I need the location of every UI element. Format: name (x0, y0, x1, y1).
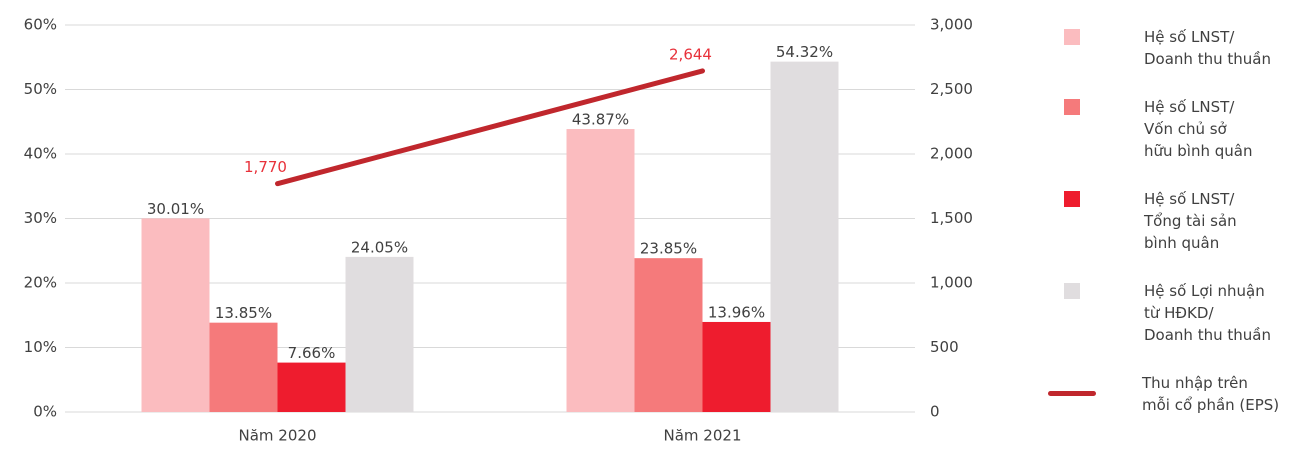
legend-label: Hệ số LNST/ Tổng tài sản bình quân (1144, 190, 1237, 252)
y2-tick-label: 2,000 (930, 145, 973, 163)
data-label: 43.87% (572, 111, 629, 129)
legend-item: Hệ số LNST/ Doanh thu thuần (1046, 26, 1316, 70)
legend-label: Hệ số LNST/ Vốn chủ sở hữu bình quân (1144, 98, 1253, 160)
y-tick-label: 0% (33, 403, 57, 421)
legend-item: Hệ số Lợi nhuận từ HĐKD/ Doanh thu thuần (1046, 280, 1316, 346)
y-tick-label: 30% (24, 209, 57, 227)
legend-label: Thu nhập trên mỗi cổ phần (EPS) (1142, 374, 1280, 414)
data-label: 13.96% (708, 303, 765, 321)
y-tick-label: 50% (24, 80, 57, 98)
legend-marker (1048, 391, 1096, 396)
bar (141, 218, 210, 412)
y2-tick-label: 500 (930, 338, 959, 356)
data-label: 23.85% (640, 240, 697, 258)
legend-label: Hệ số LNST/ Doanh thu thuần (1144, 28, 1271, 68)
x-tick-label: Năm 2020 (239, 427, 317, 445)
legend-item: Hệ số LNST/ Tổng tài sản bình quân (1046, 188, 1316, 254)
legend-marker (1064, 29, 1080, 45)
legend-marker (1064, 283, 1080, 299)
bar (702, 321, 771, 412)
y-tick-label: 40% (24, 145, 57, 163)
y2-tick-label: 1,500 (930, 209, 973, 227)
legend-label: Hệ số Lợi nhuận từ HĐKD/ Doanh thu thuần (1144, 282, 1271, 344)
line-label: 2,644 (669, 45, 712, 63)
x-tick-label: Năm 2021 (664, 427, 742, 445)
data-label: 7.66% (288, 344, 336, 362)
y-tick-label: 10% (24, 338, 57, 356)
legend: Hệ số LNST/ Doanh thu thuần Hệ số LNST/ V… (1046, 26, 1316, 416)
legend-marker (1064, 191, 1080, 207)
y2-tick-label: 0 (930, 403, 940, 421)
legend-marker (1064, 99, 1080, 115)
bar (209, 322, 278, 412)
y2-tick-label: 3,000 (930, 16, 973, 34)
y2-tick-label: 2,500 (930, 80, 973, 98)
bar (566, 129, 635, 412)
legend-item: Thu nhập trên mỗi cổ phần (EPS) (1046, 372, 1316, 416)
data-label: 30.01% (147, 200, 204, 218)
data-label: 54.32% (776, 43, 833, 61)
line (275, 68, 705, 187)
chart: 0% 10% 20% 30% 40% 50% 60% 0 500 1,000 1,500 2,000 2… (24, 16, 973, 445)
line-label: 1,770 (244, 158, 287, 176)
y-tick-label: 60% (24, 16, 57, 34)
y-tick-label: 20% (24, 274, 57, 292)
legend-item: Hệ số LNST/ Vốn chủ sở hữu bình quân (1046, 96, 1316, 162)
bar (634, 258, 703, 412)
data-label: 13.85% (215, 304, 272, 322)
y2-tick-label: 1,000 (930, 274, 973, 292)
data-label: 24.05% (351, 238, 408, 256)
bar (277, 362, 346, 412)
bar (345, 256, 414, 412)
bar (770, 61, 839, 413)
